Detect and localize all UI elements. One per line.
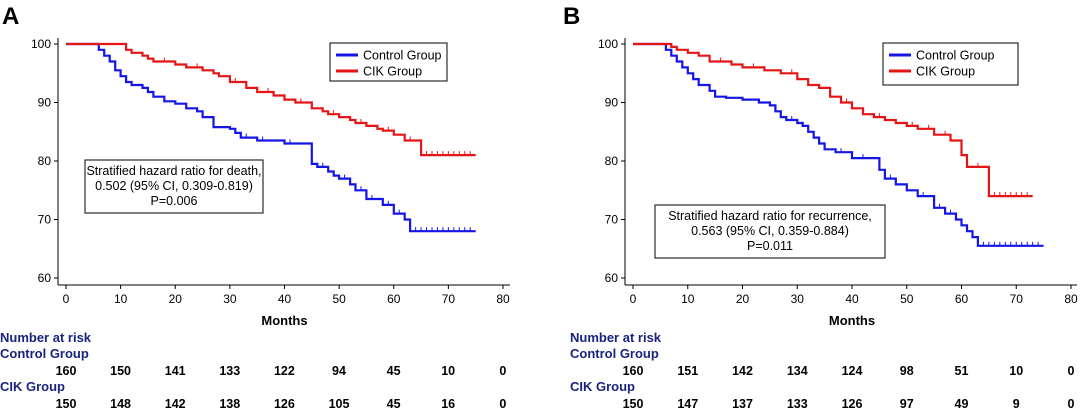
risk-table-title: Number at risk	[0, 330, 92, 345]
risk-count: 9	[1013, 397, 1020, 409]
hazard-ratio-text: Stratified hazard ratio for recurrence,	[668, 209, 872, 223]
hazard-ratio-text: P=0.006	[151, 194, 198, 208]
x-tick-label: 50	[332, 292, 346, 306]
risk-count: 141	[165, 364, 186, 378]
x-tick-label: 80	[1064, 292, 1078, 306]
risk-count: 16	[441, 397, 455, 409]
legend-label: Control Group	[916, 49, 995, 63]
x-tick-label: 40	[278, 292, 292, 306]
y-tick-label: 70	[605, 213, 619, 227]
risk-count: 10	[441, 364, 455, 378]
hazard-ratio-box	[654, 204, 886, 259]
hazard-ratio-text: P=0.011	[747, 239, 793, 253]
x-tick-label: 60	[955, 292, 969, 306]
risk-count: 150	[56, 397, 77, 409]
risk-count: 51	[955, 364, 969, 378]
risk-group-name: CIK Group	[0, 379, 65, 394]
risk-count: 138	[219, 397, 240, 409]
risk-count: 133	[787, 397, 808, 409]
risk-count: 142	[732, 364, 753, 378]
risk-count: 45	[387, 397, 401, 409]
risk-group-name: CIK Group	[570, 379, 635, 394]
x-tick-label: 70	[442, 292, 456, 306]
legend-box	[882, 42, 1019, 86]
hazard-ratio-text: Stratified hazard ratio for death,	[86, 164, 261, 178]
hazard-ratio-box	[84, 159, 264, 214]
series-line-cik-group	[66, 42, 476, 157]
risk-count: 126	[842, 397, 863, 409]
x-tick-label: 30	[223, 292, 237, 306]
x-tick-label: 30	[791, 292, 805, 306]
x-axis-label: Months	[829, 313, 875, 328]
risk-count: 0	[499, 364, 506, 378]
y-tick-label: 60	[38, 271, 52, 285]
x-tick-label: 40	[845, 292, 859, 306]
risk-count: 147	[677, 397, 698, 409]
risk-count: 150	[623, 397, 644, 409]
risk-count: 49	[955, 397, 969, 409]
x-tick-label: 50	[900, 292, 914, 306]
risk-count: 137	[732, 397, 753, 409]
hazard-ratio-text: 0.502 (95% CI, 0.309-0.819)	[95, 179, 253, 193]
risk-count: 45	[387, 364, 401, 378]
risk-count: 148	[110, 397, 131, 409]
risk-count: 134	[787, 364, 808, 378]
risk-count: 160	[623, 364, 644, 378]
x-tick-label: 20	[169, 292, 183, 306]
y-tick-label: 90	[605, 96, 619, 110]
risk-count: 126	[274, 397, 295, 409]
risk-count: 133	[219, 364, 240, 378]
legend-label: CIK Group	[363, 65, 422, 79]
x-tick-label: 0	[630, 292, 637, 306]
risk-count: 142	[165, 397, 186, 409]
x-tick-label: 80	[496, 292, 510, 306]
series-line-control-group	[633, 42, 1044, 247]
series-line-cik-group	[633, 42, 1033, 198]
risk-count: 98	[900, 364, 914, 378]
risk-count: 97	[900, 397, 914, 409]
x-tick-label: 0	[63, 292, 70, 306]
x-tick-label: 10	[114, 292, 128, 306]
risk-count: 122	[274, 364, 295, 378]
hazard-ratio-text: 0.563 (95% CI, 0.359-0.884)	[691, 224, 849, 238]
legend-box	[329, 42, 448, 82]
y-tick-label: 90	[38, 96, 52, 110]
legend-label: Control Group	[363, 49, 442, 63]
y-tick-label: 70	[38, 213, 52, 227]
panel-letter: A	[2, 3, 19, 30]
risk-count: 94	[332, 364, 346, 378]
risk-group-name: Control Group	[0, 346, 89, 361]
risk-count: 0	[1068, 397, 1075, 409]
risk-group-name: Control Group	[570, 346, 659, 361]
y-tick-label: 100	[31, 37, 51, 51]
risk-count: 105	[329, 397, 350, 409]
series-line-control-group	[66, 42, 476, 233]
x-tick-label: 60	[387, 292, 401, 306]
risk-count: 0	[1068, 364, 1075, 378]
x-tick-label: 70	[1010, 292, 1024, 306]
risk-table-title: Number at risk	[570, 330, 662, 345]
legend-label: CIK Group	[916, 65, 975, 79]
risk-count: 124	[842, 364, 863, 378]
risk-count: 10	[1009, 364, 1023, 378]
y-tick-label: 100	[598, 37, 618, 51]
risk-count: 0	[499, 397, 506, 409]
risk-count: 150	[110, 364, 131, 378]
panel-letter: B	[563, 3, 580, 30]
risk-count: 151	[677, 364, 698, 378]
y-tick-label: 80	[38, 154, 52, 168]
x-tick-label: 10	[681, 292, 695, 306]
x-tick-label: 20	[736, 292, 750, 306]
y-tick-label: 80	[605, 154, 619, 168]
y-tick-label: 60	[605, 271, 619, 285]
x-axis-label: Months	[261, 313, 307, 328]
risk-count: 160	[56, 364, 77, 378]
